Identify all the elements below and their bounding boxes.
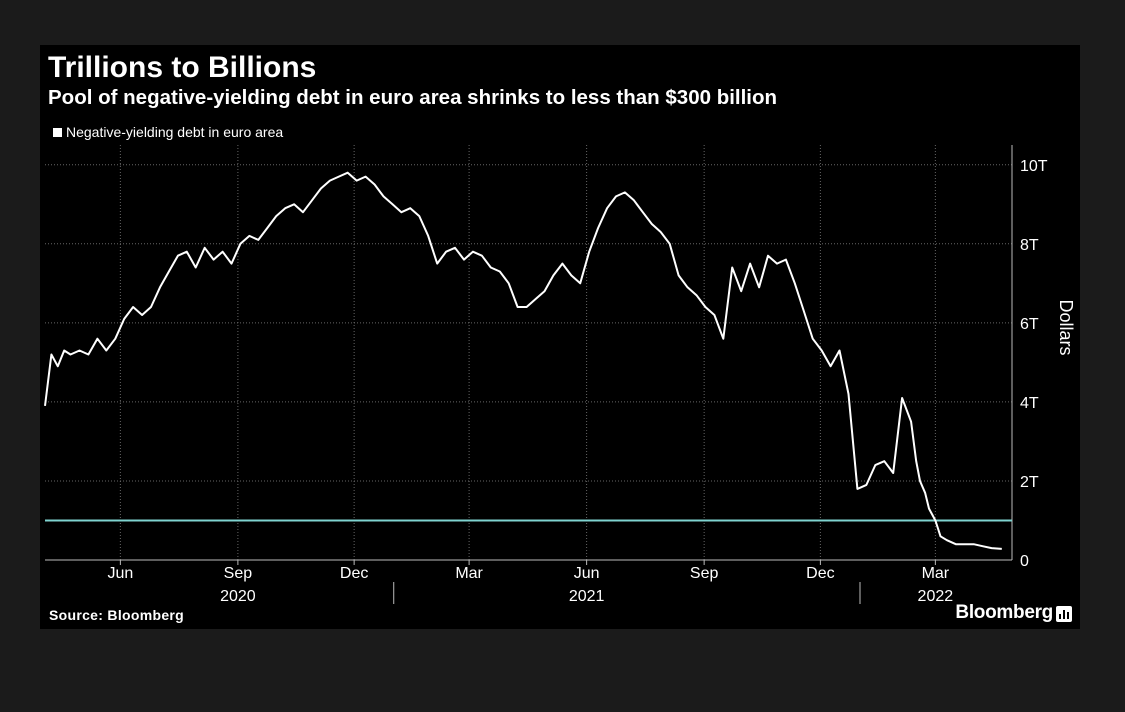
x-tick-label: Sep bbox=[690, 565, 719, 582]
x-year-label: 2021 bbox=[569, 588, 605, 605]
x-tick-label: Dec bbox=[806, 565, 834, 582]
x-year-label: 2020 bbox=[220, 588, 256, 605]
x-tick-label: Jun bbox=[574, 565, 600, 582]
brand-logo: Bloomberg bbox=[955, 602, 1053, 623]
chart-subtitle: Pool of negative-yielding debt in euro a… bbox=[48, 86, 778, 109]
source-note: Source: Bloomberg bbox=[49, 607, 185, 623]
y-axis-title: Dollars bbox=[1056, 299, 1076, 355]
legend-label: Negative-yielding debt in euro area bbox=[66, 124, 284, 140]
legend-swatch bbox=[53, 127, 62, 137]
series-line-negative-yielding-debt bbox=[44, 171, 1002, 550]
x-tick-label: Jun bbox=[107, 565, 133, 582]
bloomberg-chart-icon bbox=[1056, 606, 1072, 622]
chart-title: Trillions to Billions bbox=[48, 51, 317, 84]
x-tick-label: Dec bbox=[340, 565, 368, 582]
x-tick-label: Sep bbox=[224, 565, 253, 582]
x-year-label: 2022 bbox=[918, 588, 954, 605]
y-tick-label: 8T bbox=[1020, 237, 1039, 254]
y-tick-label: 10T bbox=[1020, 158, 1048, 175]
y-tick-label: 2T bbox=[1020, 474, 1039, 491]
y-tick-label: 0 bbox=[1020, 553, 1029, 570]
line-chart: 0 2T 4T 6T 8T 10T Dollars Jun Sep Dec Mar Jun Sep Dec… bbox=[44, 145, 1076, 605]
legend: Negative-yielding debt in euro area bbox=[53, 124, 283, 140]
y-tick-label: 4T bbox=[1020, 395, 1039, 412]
x-tick-label: Mar bbox=[455, 565, 483, 582]
x-tick-label: Mar bbox=[922, 565, 950, 582]
chart-panel: Trillions to Billions Pool of negative-y… bbox=[40, 45, 1080, 629]
y-tick-label: 6T bbox=[1020, 316, 1039, 333]
